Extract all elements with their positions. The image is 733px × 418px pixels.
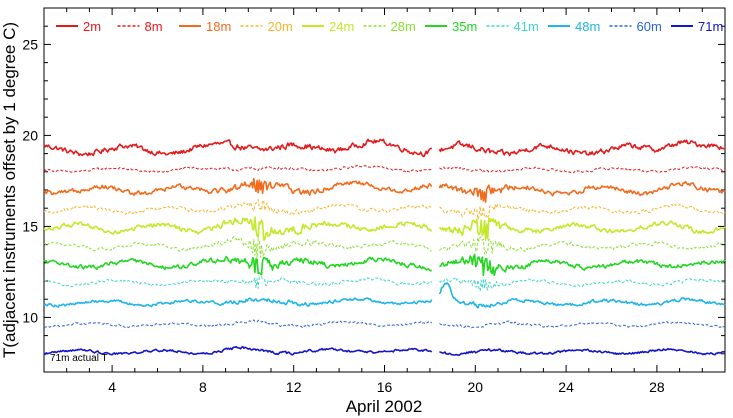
annotation-71m-actual-t: 71m actual T bbox=[50, 353, 108, 364]
legend-label-2m: 2m bbox=[83, 19, 101, 34]
series-line-20m-part2 bbox=[439, 203, 726, 220]
legend-label-18m: 18m bbox=[206, 19, 231, 34]
y-tick-label: 20 bbox=[22, 127, 38, 143]
legend-label-71m: 71m bbox=[698, 19, 723, 34]
series-line-8m bbox=[43, 164, 432, 173]
series-line-28m bbox=[43, 235, 432, 259]
legend-label-35m: 35m bbox=[452, 19, 477, 34]
x-tick-label: 24 bbox=[558, 379, 574, 395]
y-tick-label: 15 bbox=[22, 218, 38, 234]
y-axis-title: T(adjacent instruments offset by 1 degre… bbox=[0, 22, 19, 358]
legend-label-41m: 41m bbox=[514, 19, 539, 34]
x-tick-label: 28 bbox=[649, 379, 665, 395]
series-layer bbox=[43, 138, 726, 356]
x-tick-label: 20 bbox=[468, 379, 484, 395]
series-line-24m-part2 bbox=[438, 217, 726, 241]
series-line-35m bbox=[43, 255, 433, 276]
legend-label-24m: 24m bbox=[329, 19, 354, 34]
series-line-20m bbox=[43, 199, 433, 216]
series-line-48m bbox=[43, 297, 433, 308]
series-line-71m bbox=[43, 345, 433, 356]
legend-label-8m: 8m bbox=[145, 19, 163, 34]
legend-label-20m: 20m bbox=[268, 19, 293, 34]
series-line-60m bbox=[43, 319, 433, 328]
series-line-2m bbox=[43, 138, 433, 158]
x-tick-label: 12 bbox=[286, 379, 302, 395]
series-line-2m-part2 bbox=[438, 139, 725, 157]
y-tick-label: 10 bbox=[22, 309, 38, 325]
series-line-41m bbox=[43, 275, 433, 289]
series-line-71m-part2 bbox=[439, 347, 726, 356]
x-axis-title: April 2002 bbox=[346, 397, 423, 416]
x-tick-label: 16 bbox=[377, 379, 393, 395]
series-line-24m bbox=[43, 216, 433, 241]
series-line-41m-part2 bbox=[439, 277, 726, 292]
legend: 2m 8m 18m 20m 24m 28m 35m 41m 48m 60m 71m bbox=[56, 19, 723, 34]
x-tick-label: 4 bbox=[108, 379, 116, 395]
series-line-35m-part2 bbox=[439, 253, 726, 277]
series-line-18m bbox=[43, 177, 433, 197]
x-tick-label: 8 bbox=[199, 379, 207, 395]
series-line-48m-part2 bbox=[438, 282, 726, 309]
legend-label-28m: 28m bbox=[391, 19, 416, 34]
legend-label-60m: 60m bbox=[637, 19, 662, 34]
series-line-18m-part2 bbox=[438, 180, 726, 203]
series-line-8m-part2 bbox=[439, 166, 726, 174]
series-line-60m-part2 bbox=[439, 320, 726, 329]
series-line-28m-part2 bbox=[439, 236, 726, 255]
axis-ticks: 4 8 12 16 20 24 28 10 15 20 25 bbox=[22, 7, 726, 395]
legend-label-48m: 48m bbox=[575, 19, 600, 34]
y-tick-label: 25 bbox=[22, 36, 38, 52]
